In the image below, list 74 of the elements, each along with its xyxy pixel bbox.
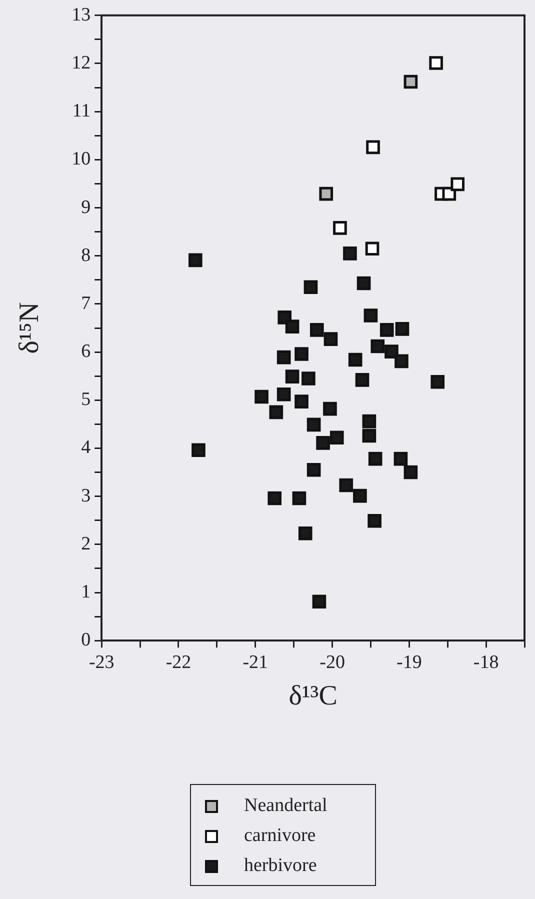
legend-label: Neandertal: [244, 795, 328, 817]
y-tick-label: 11: [72, 100, 91, 122]
point: [384, 344, 398, 358]
point: [368, 452, 382, 466]
point: [429, 56, 443, 70]
point: [404, 74, 418, 89]
point: [310, 323, 324, 337]
y-tick-label: 10: [72, 148, 91, 170]
point: [450, 177, 465, 192]
point: [394, 452, 408, 466]
point: [294, 394, 308, 408]
point: [343, 246, 357, 260]
point: [404, 465, 418, 480]
point: [192, 443, 206, 458]
x-tick-label: -23: [88, 652, 114, 673]
point: [330, 430, 344, 445]
point: [276, 350, 291, 364]
point: [395, 322, 410, 336]
point: [430, 374, 445, 389]
point: [306, 418, 321, 432]
point: [268, 491, 282, 506]
y-tick-label: 9: [81, 196, 91, 218]
x-tick-label: -21: [242, 652, 268, 673]
point: [319, 186, 334, 201]
legend-label: herbivore: [244, 855, 317, 877]
point: [348, 352, 362, 367]
point: [294, 347, 308, 361]
point: [362, 414, 376, 428]
y-tick-label: 4: [81, 437, 92, 458]
point: [312, 594, 326, 609]
point: [368, 514, 382, 528]
y-axis-title: δ¹⁵N: [14, 302, 46, 354]
x-tick-label: -22: [166, 652, 192, 673]
point: [333, 221, 347, 235]
point: [324, 332, 338, 346]
y-tick-label: 12: [72, 52, 91, 74]
point: [285, 370, 300, 384]
y-tick-label: 1: [81, 581, 91, 602]
y-tick-label: 3: [81, 485, 91, 506]
point: [292, 491, 306, 506]
point: [276, 387, 291, 402]
point: [364, 308, 378, 322]
point: [339, 478, 354, 492]
point: [304, 280, 318, 294]
x-tick-label: -19: [396, 652, 422, 673]
point: [269, 405, 284, 420]
legend-label: carnivore: [244, 825, 316, 847]
point: [316, 436, 330, 450]
y-tick-label: 2: [81, 533, 91, 554]
y-tick-label: 6: [81, 341, 91, 362]
point: [323, 402, 337, 416]
point: [370, 339, 385, 354]
point: [355, 373, 370, 387]
y-tick-label: 0: [81, 630, 91, 651]
x-tick-label: -18: [473, 652, 499, 673]
point: [285, 320, 300, 334]
y-tick-label: 7: [81, 292, 91, 314]
point: [380, 323, 394, 337]
point: [394, 354, 408, 368]
point: [356, 276, 371, 290]
point: [254, 390, 268, 404]
point: [353, 488, 367, 503]
y-tick-label: 8: [81, 244, 91, 266]
point: [362, 428, 376, 443]
point: [188, 253, 202, 268]
y-tick-label: 13: [72, 4, 91, 26]
point: [366, 140, 380, 154]
x-axis-title: δ¹³C: [288, 680, 338, 712]
x-tick-label: -20: [320, 652, 345, 673]
y-tick-label: 5: [81, 389, 91, 410]
point: [306, 462, 321, 477]
point: [298, 526, 312, 540]
point: [302, 372, 316, 386]
point: [365, 242, 380, 256]
